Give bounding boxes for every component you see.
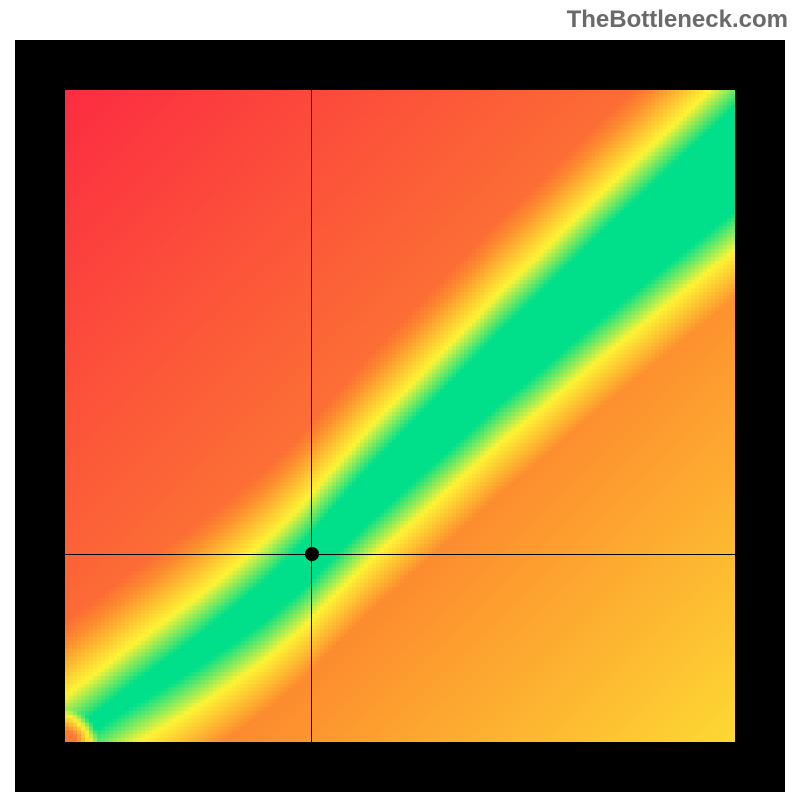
crosshair-vertical xyxy=(311,90,312,742)
heatmap-plot xyxy=(65,90,735,742)
plot-frame xyxy=(15,40,785,792)
watermark-text: TheBottleneck.com xyxy=(567,6,788,34)
crosshair-horizontal xyxy=(65,554,735,555)
heatmap-canvas xyxy=(65,90,735,742)
chart-container: TheBottleneck.com xyxy=(0,0,800,800)
selected-point-marker xyxy=(305,547,319,561)
